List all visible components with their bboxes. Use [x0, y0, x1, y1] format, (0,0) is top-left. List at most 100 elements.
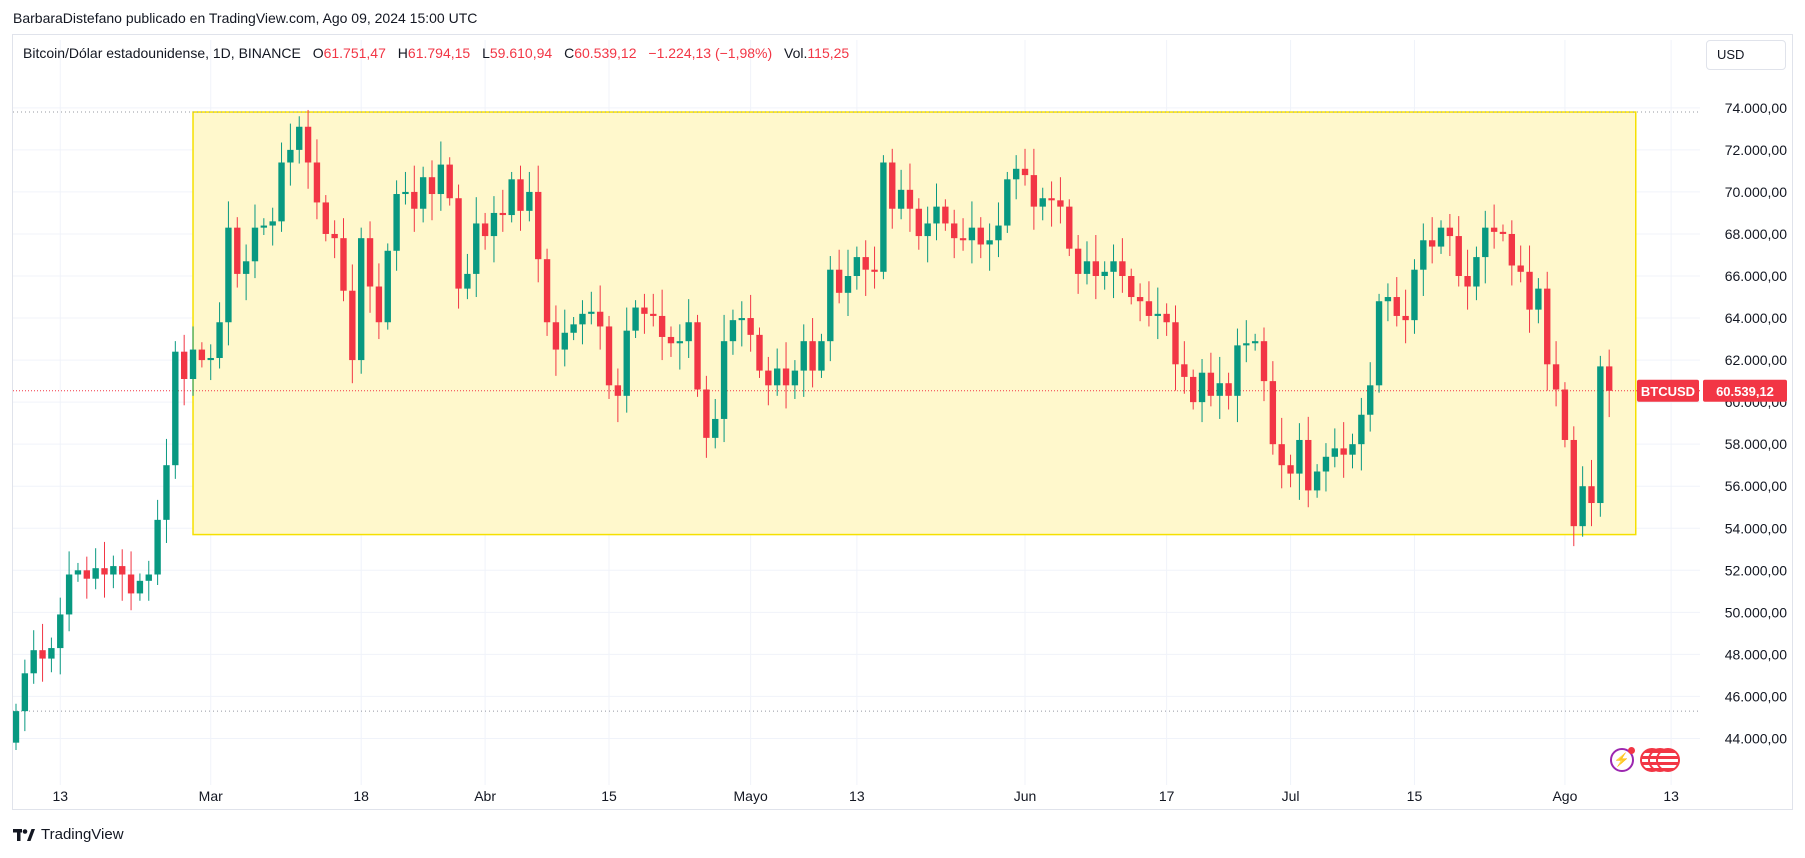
x-axis-tick-label: Abr	[474, 788, 496, 804]
candle-body	[481, 223, 489, 237]
candle-body	[1517, 265, 1524, 272]
candle-body	[428, 177, 436, 195]
y-axis-tick-label: 52.000,00	[1725, 562, 1787, 578]
candle-body	[57, 614, 64, 649]
candle-body	[835, 269, 843, 293]
candle-body	[446, 164, 453, 199]
candle-body	[623, 330, 630, 396]
volume-label: Vol.	[784, 45, 808, 61]
candle-body	[402, 191, 409, 195]
footer-brand-label: TradingView	[41, 826, 124, 843]
candle-body	[21, 673, 29, 712]
candle-body	[65, 574, 73, 615]
candle-body	[375, 286, 383, 323]
candle-body	[101, 568, 108, 575]
candle-body	[1526, 271, 1533, 310]
candle-body	[641, 307, 648, 314]
candle-body	[1119, 261, 1126, 277]
candle-body	[809, 341, 816, 371]
candle-body	[1597, 366, 1604, 504]
candle-body	[729, 320, 737, 342]
y-axis-tick-label: 64.000,00	[1725, 310, 1787, 326]
currency-button[interactable]: USD	[1706, 40, 1786, 70]
candle-body	[782, 368, 790, 386]
candle-body	[358, 238, 365, 361]
candle-body	[1606, 366, 1613, 391]
high-value: 61.794,15	[407, 45, 471, 61]
candle-body	[437, 164, 445, 195]
candle-body	[1508, 233, 1516, 266]
candle-body	[968, 227, 976, 241]
candle-body	[198, 349, 206, 361]
candle-body	[791, 370, 799, 386]
symbol-description[interactable]: Bitcoin/Dólar estadounidense, 1D, BINANC…	[23, 45, 301, 61]
x-axis-tick-label: 17	[1159, 788, 1175, 804]
candle-body	[756, 334, 763, 371]
candle-body	[242, 261, 250, 274]
candle-body	[1066, 206, 1073, 249]
chart-frame	[12, 34, 1793, 810]
x-axis-tick-label: Mar	[199, 788, 223, 804]
candle-body	[535, 191, 542, 260]
lightning-icon[interactable]: ⚡	[1610, 747, 1635, 772]
status-icons: ⚡	[1610, 747, 1680, 772]
candle-body	[880, 162, 887, 272]
close-label: C	[564, 45, 575, 61]
candle-body	[127, 574, 135, 594]
us-flag-icon[interactable]	[1640, 748, 1680, 772]
y-axis-tick-label: 74.000,00	[1725, 100, 1787, 116]
candle-body	[827, 269, 834, 342]
candle-body	[915, 208, 922, 237]
candle-body	[658, 315, 666, 337]
candle-body	[269, 221, 276, 226]
candle-body	[871, 269, 878, 272]
candle-body	[552, 322, 560, 350]
published-by-line: BarbaraDistefano publicado en TradingVie…	[13, 10, 478, 26]
candle-body	[1544, 288, 1551, 365]
candle-body	[278, 162, 285, 222]
y-axis-tick-label: 58.000,00	[1725, 436, 1787, 452]
candle-body	[411, 191, 418, 209]
candle-body	[1287, 465, 1294, 474]
candle-body	[1384, 297, 1392, 302]
candle-body	[1092, 261, 1100, 277]
candle-body	[30, 650, 37, 674]
footer-brand[interactable]: TradingView	[13, 826, 124, 843]
candle-body	[296, 126, 303, 150]
candle-body	[933, 206, 940, 224]
candle-body	[1021, 168, 1029, 176]
candle-body	[490, 212, 498, 237]
candle-body	[154, 519, 161, 575]
candle-body	[844, 276, 852, 293]
candle-body	[234, 227, 241, 274]
candle-body	[1216, 383, 1223, 396]
candle-body	[1393, 297, 1400, 316]
candle-body	[1570, 439, 1577, 527]
candle-body	[163, 465, 170, 520]
y-axis-tick-label: 72.000,00	[1725, 142, 1787, 158]
x-axis-tick-label: 15	[601, 788, 617, 804]
candle-body	[1110, 261, 1117, 272]
candle-body	[1269, 381, 1277, 445]
candle-body	[1455, 236, 1462, 277]
x-axis-tick-label: Jul	[1282, 788, 1300, 804]
x-axis-tick-label: 13	[849, 788, 865, 804]
candle-body	[1163, 313, 1170, 323]
x-axis-tick-label: 15	[1407, 788, 1423, 804]
y-axis-tick-label: 50.000,00	[1725, 604, 1787, 620]
candle-body	[1305, 439, 1312, 491]
candle-body	[889, 162, 896, 209]
candle-body	[1083, 261, 1091, 274]
candle-body	[1251, 341, 1259, 344]
candle-body	[1234, 345, 1241, 396]
candle-body	[1482, 227, 1489, 258]
x-axis-tick-label: Ago	[1552, 788, 1577, 804]
candle-body	[48, 648, 55, 659]
ohlc-legend: Bitcoin/Dólar estadounidense, 1D, BINANC…	[23, 45, 849, 61]
candle-body	[366, 238, 374, 287]
candle-body	[172, 351, 179, 466]
candle-body	[1145, 301, 1153, 316]
candle-body	[1437, 227, 1445, 247]
y-axis-tick-label: 54.000,00	[1725, 520, 1787, 536]
